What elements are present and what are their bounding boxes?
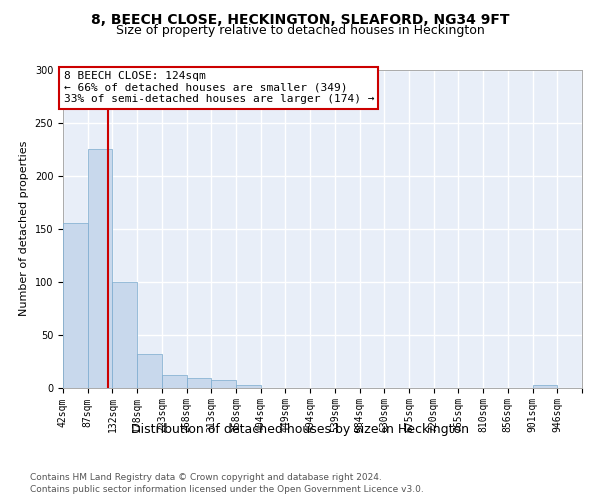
Bar <box>162 375 187 388</box>
Bar <box>187 378 211 388</box>
Bar <box>137 354 162 388</box>
Y-axis label: Number of detached properties: Number of detached properties <box>19 141 29 316</box>
Bar <box>236 386 261 388</box>
Bar <box>211 380 236 388</box>
Text: 8 BEECH CLOSE: 124sqm
← 66% of detached houses are smaller (349)
33% of semi-det: 8 BEECH CLOSE: 124sqm ← 66% of detached … <box>64 71 374 104</box>
Bar <box>112 282 137 388</box>
Bar <box>533 386 557 388</box>
Bar <box>63 224 88 388</box>
Text: Contains HM Land Registry data © Crown copyright and database right 2024.: Contains HM Land Registry data © Crown c… <box>30 472 382 482</box>
Text: 8, BEECH CLOSE, HECKINGTON, SLEAFORD, NG34 9FT: 8, BEECH CLOSE, HECKINGTON, SLEAFORD, NG… <box>91 12 509 26</box>
Bar <box>88 150 112 388</box>
Text: Contains public sector information licensed under the Open Government Licence v3: Contains public sector information licen… <box>30 485 424 494</box>
Text: Distribution of detached houses by size in Heckington: Distribution of detached houses by size … <box>131 422 469 436</box>
Text: Size of property relative to detached houses in Heckington: Size of property relative to detached ho… <box>116 24 484 37</box>
